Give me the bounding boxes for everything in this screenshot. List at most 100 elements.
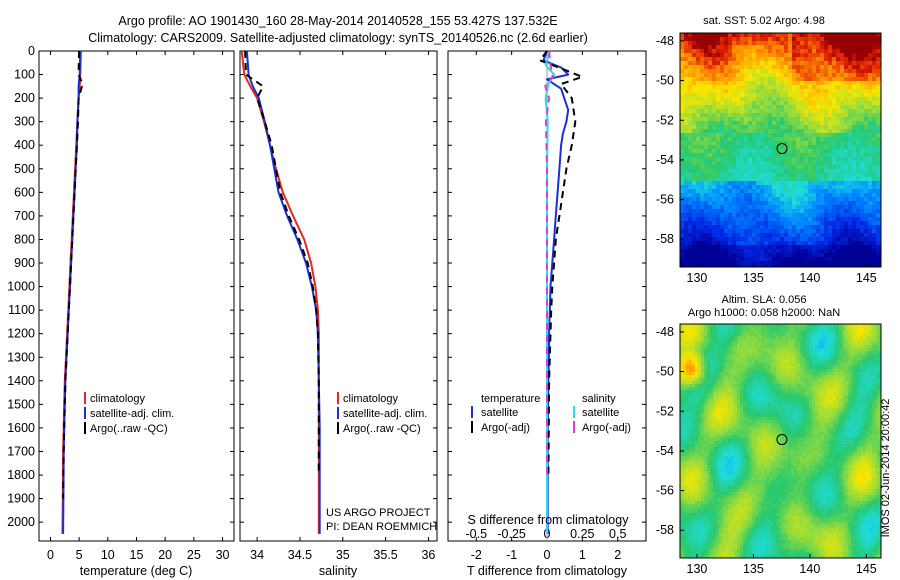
map-cell xyxy=(812,257,817,262)
map-cell xyxy=(704,354,708,358)
map-cell xyxy=(684,217,689,222)
map-cell xyxy=(760,205,765,210)
map-cell xyxy=(760,249,765,254)
map-cell xyxy=(686,354,690,358)
map-cell xyxy=(722,330,726,334)
map-cell xyxy=(764,209,769,214)
map-cell xyxy=(728,81,733,86)
map-cell xyxy=(833,378,837,382)
map-cell xyxy=(688,213,693,218)
map-cell xyxy=(804,93,809,98)
map-cell xyxy=(808,237,813,242)
map-cell xyxy=(852,149,857,154)
map-cell xyxy=(712,165,717,170)
map-cell xyxy=(856,117,861,122)
map-cell xyxy=(748,237,753,242)
map-cell xyxy=(776,330,780,334)
map-cell xyxy=(824,153,829,158)
map-cell xyxy=(779,396,783,400)
map-cell xyxy=(839,336,843,340)
map-cell xyxy=(836,97,841,102)
map-cell xyxy=(704,117,709,122)
map-cell xyxy=(696,61,701,66)
map-cell xyxy=(773,354,777,358)
map-cell xyxy=(743,366,747,370)
map-cell xyxy=(764,351,768,355)
map-cell xyxy=(856,149,861,154)
map-cell xyxy=(760,109,765,114)
map-cell xyxy=(770,330,774,334)
map-cell xyxy=(860,333,864,337)
map-cell xyxy=(784,221,789,226)
map-cell xyxy=(686,330,690,334)
map-cell xyxy=(820,225,825,230)
map-cell xyxy=(844,201,849,206)
map-cell xyxy=(828,169,833,174)
map-cell xyxy=(716,229,721,234)
map-cell xyxy=(732,229,737,234)
map-cell xyxy=(856,129,861,134)
map-cell xyxy=(756,213,761,218)
map-cell xyxy=(852,45,857,50)
map-cell xyxy=(740,89,745,94)
map-cell xyxy=(815,348,819,352)
map-cell xyxy=(768,245,773,250)
map-cell xyxy=(833,396,837,400)
map-cell xyxy=(821,366,825,370)
map-cell xyxy=(708,169,713,174)
map-cell xyxy=(704,77,709,82)
map-cell xyxy=(876,33,881,38)
map-cell xyxy=(740,205,745,210)
map-cell xyxy=(820,205,825,210)
map-cell xyxy=(836,193,841,198)
map-cell xyxy=(828,153,833,158)
map-cell xyxy=(756,129,761,134)
map-cell xyxy=(700,41,705,46)
map-cell xyxy=(848,117,853,122)
map-cell xyxy=(808,97,813,102)
map-cell xyxy=(764,237,769,242)
map-cell xyxy=(746,393,750,397)
map-cell xyxy=(836,141,841,146)
map-cell xyxy=(720,149,725,154)
map-cell xyxy=(797,336,801,340)
map-cell xyxy=(748,213,753,218)
map-cell xyxy=(683,363,687,367)
map-cell xyxy=(857,360,861,364)
map-cell xyxy=(842,330,846,334)
map-cell xyxy=(828,93,833,98)
map-cell xyxy=(752,261,757,266)
map-cell xyxy=(816,125,821,130)
map-cell xyxy=(712,241,717,246)
map-cell xyxy=(808,181,813,186)
map-cell xyxy=(812,351,816,355)
map-cell xyxy=(800,348,804,352)
map-cell xyxy=(808,209,813,214)
map-cell xyxy=(692,396,696,400)
map-cell xyxy=(716,89,721,94)
map-cell xyxy=(852,57,857,62)
map-cell xyxy=(692,33,697,38)
map-cell xyxy=(768,109,773,114)
map-cell xyxy=(752,89,757,94)
map-cell xyxy=(722,327,726,331)
map-cell xyxy=(844,173,849,178)
map-cell xyxy=(704,249,709,254)
map-cell xyxy=(796,77,801,82)
map-cell xyxy=(860,245,865,250)
map-cell xyxy=(833,390,837,394)
map-cell xyxy=(808,133,813,138)
map-cell xyxy=(688,225,693,230)
map-cell xyxy=(788,241,793,246)
map-cell xyxy=(748,189,753,194)
map-cell xyxy=(767,372,771,376)
map-cell xyxy=(688,37,693,42)
map-cell xyxy=(708,217,713,222)
map-cell xyxy=(760,65,765,70)
map-cell xyxy=(804,265,809,268)
map-cell xyxy=(808,109,813,114)
map-cell xyxy=(848,221,853,226)
map-cell xyxy=(695,324,699,328)
map-cell xyxy=(725,354,729,358)
map-cell xyxy=(768,153,773,158)
